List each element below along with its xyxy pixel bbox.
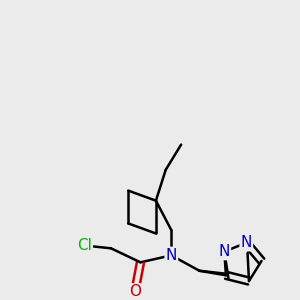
Text: N: N <box>241 235 252 250</box>
Text: N: N <box>166 248 177 263</box>
Text: O: O <box>129 284 141 299</box>
Text: N: N <box>219 244 230 259</box>
Text: Cl: Cl <box>77 238 92 253</box>
